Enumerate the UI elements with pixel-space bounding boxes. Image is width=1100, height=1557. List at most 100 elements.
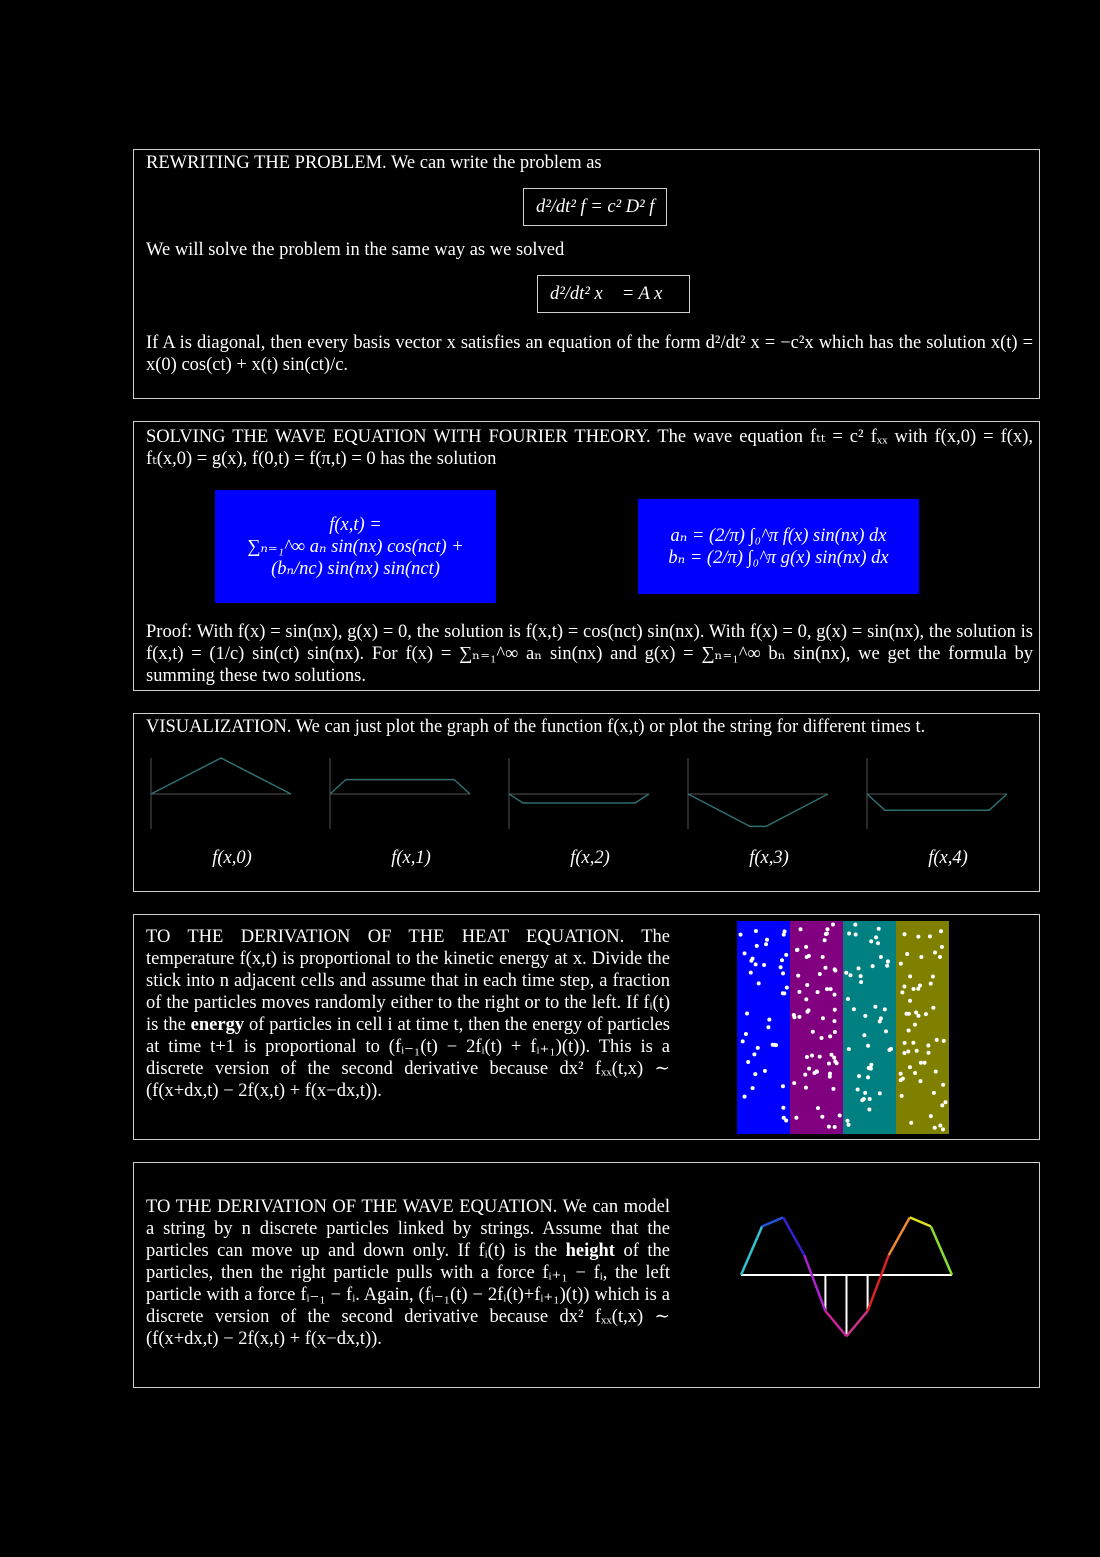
particle-dot	[919, 954, 924, 959]
heat-cell	[843, 921, 896, 1134]
section2-intro: SOLVING THE WAVE EQUATION WITH FOURIER T…	[146, 427, 1033, 469]
particle-dot	[844, 970, 849, 975]
particle-dot	[810, 1053, 815, 1058]
particle-dot	[923, 1012, 928, 1017]
section2-proof: Proof: With f(x) = sin(nx), g(x) = 0, th…	[146, 622, 1033, 686]
particle-dot	[820, 1114, 825, 1119]
particle-dot	[781, 971, 786, 976]
particle-dot	[831, 1086, 836, 1091]
particle-dot	[815, 990, 820, 995]
particle-dot	[870, 964, 875, 969]
particle-dot	[926, 1050, 931, 1055]
particle-dot	[833, 968, 838, 973]
particle-dot	[869, 1062, 874, 1067]
particle-dot	[853, 922, 858, 927]
particle-dot	[857, 1074, 862, 1079]
coefficient-line: aₙ = (2/π) ∫₀^π f(x) sin(nx) dx	[670, 525, 887, 546]
particle-dot	[817, 1054, 822, 1059]
section4-bold: energy	[190, 1015, 245, 1035]
particle-dot	[943, 1100, 948, 1105]
coefficient-formula-box: aₙ = (2/π) ∫₀^π f(x) sin(nx) dx bₙ = (2/…	[638, 499, 919, 594]
particle-dot	[938, 954, 943, 959]
particle-dot	[740, 1039, 745, 1044]
particle-dot	[905, 951, 910, 956]
particle-dot	[916, 934, 921, 939]
particle-dot	[847, 931, 852, 936]
particle-dot	[820, 954, 825, 959]
particle-dot	[902, 1040, 907, 1045]
string-segment	[929, 1225, 954, 1276]
particle-dot	[846, 1047, 851, 1052]
particle-dot	[908, 974, 913, 979]
particle-dot	[867, 1097, 872, 1102]
plot-label: f(x,1)	[391, 848, 431, 868]
section-visualization: VISUALIZATION. We can just plot the grap…	[133, 713, 1040, 892]
particle-dot	[845, 996, 850, 1001]
string-segment	[824, 1310, 848, 1338]
particle-dot	[804, 944, 809, 949]
particle-dot	[810, 1029, 815, 1034]
particle-dot	[766, 1025, 771, 1030]
particle-dot	[918, 1060, 923, 1065]
particle-dot	[869, 939, 874, 944]
particle-dot	[781, 932, 786, 937]
coefficient-line: bₙ = (2/π) ∫₀^π g(x) sin(nx) dx	[668, 547, 889, 568]
particle-dot	[933, 1069, 938, 1074]
particle-dot	[826, 1124, 831, 1129]
particle-dot	[940, 1127, 945, 1132]
particle-dot	[918, 1079, 923, 1084]
particle-dot	[863, 1013, 868, 1018]
section5-text-part1: TO THE DERIVATION OF THE WAVE EQUATION. …	[146, 1197, 670, 1261]
particle-dot	[875, 941, 880, 946]
particle-dot	[748, 970, 753, 975]
particle-dot	[745, 1011, 750, 1016]
particle-cells-illustration	[737, 921, 949, 1134]
particle-dot	[823, 965, 828, 970]
particle-dot	[743, 1031, 748, 1036]
particle-dot	[898, 1071, 903, 1076]
particle-dot	[792, 1015, 797, 1020]
particle-dot	[816, 1106, 821, 1111]
particle-dot	[762, 962, 767, 967]
plot-curve	[150, 757, 292, 795]
particle-dot	[878, 954, 883, 959]
section3-intro: VISUALIZATION. We can just plot the grap…	[146, 717, 926, 737]
particle-dot	[917, 983, 922, 988]
particle-dot	[803, 1072, 808, 1077]
particle-dot	[926, 1043, 931, 1048]
particle-dot	[825, 987, 830, 992]
particle-dot	[796, 973, 801, 978]
particle-dot	[873, 1004, 878, 1009]
particle-dot	[755, 1045, 760, 1050]
particle-dot	[906, 1049, 911, 1054]
particle-dot	[931, 1090, 936, 1095]
particle-dot	[812, 1070, 817, 1075]
particle-dot	[782, 929, 787, 934]
particle-dot	[832, 1019, 837, 1024]
particle-dot	[807, 1066, 812, 1071]
particle-dot	[767, 1017, 772, 1022]
particle-dot	[784, 1118, 789, 1123]
particle-dot	[902, 1051, 907, 1056]
particle-dot	[851, 1007, 856, 1012]
particle-dot	[908, 998, 913, 1003]
particle-dot	[797, 989, 802, 994]
string-segment	[761, 1216, 784, 1228]
particle-dot	[928, 1114, 933, 1119]
particle-dot	[794, 1115, 799, 1120]
particle-dot	[827, 1074, 832, 1079]
particle-dot	[911, 986, 916, 991]
particle-dot	[916, 986, 921, 991]
particle-dot	[778, 965, 783, 970]
particle-dot	[932, 1125, 937, 1130]
particle-dot	[765, 937, 770, 942]
particle-dot	[898, 1078, 903, 1083]
particle-dot	[882, 1007, 887, 1012]
heat-cell	[790, 921, 843, 1134]
particle-dot	[837, 1113, 842, 1118]
particle-dot	[902, 932, 907, 937]
string-segment	[782, 1216, 806, 1256]
particle-dot	[780, 1084, 785, 1089]
particle-dot	[877, 1091, 882, 1096]
particle-dot	[779, 958, 784, 963]
